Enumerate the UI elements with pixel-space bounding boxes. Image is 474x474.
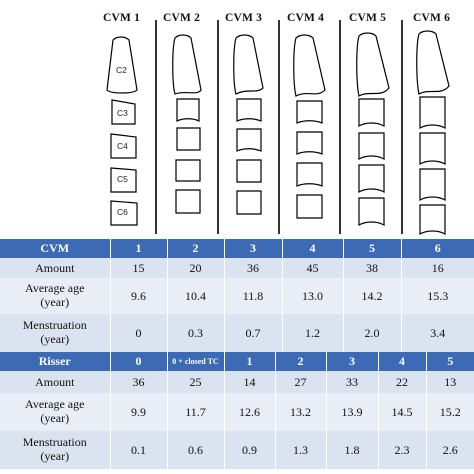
vertebra-label-c3: C3 <box>117 108 128 118</box>
cell-value: 0.1 <box>109 431 167 469</box>
cell-value: 3.4 <box>400 314 474 352</box>
stage-label-cvm6: CVM 6 <box>413 12 451 24</box>
cell-value: 14.5 <box>377 393 426 431</box>
cell-value: 33 <box>325 371 378 393</box>
cell-value: 13.2 <box>274 393 326 431</box>
cvm2-vertebrae <box>172 34 202 214</box>
row-label-line2: (year) <box>40 449 70 463</box>
stage-label-cvm3: CVM 3 <box>225 12 263 24</box>
cell-value: 13 <box>425 371 474 393</box>
risser-header-stage: 0 + closed TC <box>166 352 224 371</box>
table-row: Menstruation (year) 0.1 0.6 0.9 1.3 1.8 2… <box>0 431 474 469</box>
cell-value: 1.2 <box>281 314 343 352</box>
cell-value: 0.6 <box>166 431 224 469</box>
cell-value: 22 <box>377 371 426 393</box>
table-row: Average age (year) 9.9 11.7 12.6 13.2 13.… <box>0 393 474 431</box>
cell-value: 13.9 <box>325 393 378 431</box>
stage-label-cvm2: CVM 2 <box>163 12 201 24</box>
cvm3-vertebrae <box>233 34 264 215</box>
row-label: Menstruation (year) <box>0 431 110 469</box>
cvm-header-stage: 6 <box>400 239 474 258</box>
cell-value: 0.9 <box>223 431 275 469</box>
cvm-table-header: CVM 1 2 3 4 5 6 <box>0 239 474 258</box>
cvm6-vertebrae <box>416 30 450 236</box>
cvm5-vertebrae <box>356 32 390 227</box>
cell-value: 1.8 <box>325 431 378 469</box>
row-label-line1: Menstruation <box>22 318 87 333</box>
row-label: Average age (year) <box>0 393 110 431</box>
cvm-header-stage: 4 <box>281 239 343 258</box>
cvm1-vertebrae <box>106 36 138 226</box>
risser-table-header: Risser 0 0 + closed TC 1 2 3 4 5 <box>0 352 474 371</box>
cell-value: 1.3 <box>274 431 326 469</box>
risser-header-stage: 0 <box>109 352 167 371</box>
row-label: Amount <box>0 258 110 278</box>
vertebra-label-c4: C4 <box>117 141 128 151</box>
cell-value: 0 <box>109 314 167 352</box>
stage-label-cvm5: CVM 5 <box>349 12 387 24</box>
cell-value: 0.7 <box>223 314 282 352</box>
row-label-line2: (year) <box>40 332 70 346</box>
cell-value: 15.3 <box>400 278 474 314</box>
cell-value: 2.3 <box>377 431 426 469</box>
risser-header-stage: 1 <box>223 352 275 371</box>
cvm-stage-diagram: CVM 1 CVM 2 CVM 3 CVM 4 CVM 5 CVM 6 C2 C… <box>97 8 474 236</box>
cell-value: 38 <box>342 258 401 278</box>
cell-value: 14 <box>223 371 275 393</box>
risser-table: Risser 0 0 + closed TC 1 2 3 4 5 Amount … <box>0 352 474 469</box>
cvm-header-stage: 5 <box>342 239 401 258</box>
risser-header-stage: 3 <box>325 352 378 371</box>
stage-label-cvm4: CVM 4 <box>287 12 325 24</box>
risser-header-label: Risser <box>0 352 110 371</box>
cell-value: 11.7 <box>166 393 224 431</box>
cell-value: 15 <box>109 258 167 278</box>
cell-value: 36 <box>109 371 167 393</box>
stage-dividers <box>155 20 403 234</box>
row-label-line2: (year) <box>40 411 70 425</box>
cell-value: 16 <box>400 258 474 278</box>
cell-value: 11.8 <box>223 278 282 314</box>
cvm-table: CVM 1 2 3 4 5 6 Amount 15 20 36 45 38 16… <box>0 239 474 352</box>
row-label-line2: (year) <box>40 295 70 309</box>
cell-value: 27 <box>274 371 326 393</box>
cell-value: 20 <box>166 258 224 278</box>
cell-value: 14.2 <box>342 278 401 314</box>
cell-value: 12.6 <box>223 393 275 431</box>
table-row: Amount 36 25 14 27 33 22 13 <box>0 371 474 393</box>
cell-value: 2.6 <box>425 431 474 469</box>
cvm4-vertebrae <box>293 34 326 219</box>
cell-value: 45 <box>281 258 343 278</box>
vertebra-label-c2: C2 <box>116 65 127 75</box>
cvm-header-stage: 1 <box>109 239 167 258</box>
vertebrae-drawing <box>106 20 450 236</box>
cell-value: 25 <box>166 371 224 393</box>
cell-value: 9.6 <box>109 278 167 314</box>
table-row: Menstruation (year) 0 0.3 0.7 1.2 2.0 3.4 <box>0 314 474 352</box>
cvm-header-stage: 2 <box>166 239 224 258</box>
cell-value: 13.0 <box>281 278 343 314</box>
row-label: Amount <box>0 371 110 393</box>
row-label: Menstruation (year) <box>0 314 110 352</box>
cvm-header-stage: 3 <box>223 239 282 258</box>
table-row: Average age (year) 9.6 10.4 11.8 13.0 14.… <box>0 278 474 314</box>
row-label-line1: Average age <box>25 281 85 296</box>
risser-header-stage: 4 <box>377 352 426 371</box>
risser-header-stage: 2 <box>274 352 326 371</box>
table-row: Amount 15 20 36 45 38 16 <box>0 258 474 278</box>
row-label: Average age (year) <box>0 278 110 314</box>
cell-value: 2.0 <box>342 314 401 352</box>
cell-value: 9.9 <box>109 393 167 431</box>
cell-value: 15.2 <box>425 393 474 431</box>
cell-value: 10.4 <box>166 278 224 314</box>
risser-header-stage: 5 <box>425 352 474 371</box>
stage-label-cvm1: CVM 1 <box>103 12 141 24</box>
cvm-header-label: CVM <box>0 239 110 258</box>
vertebra-label-c6: C6 <box>117 207 128 217</box>
cell-value: 36 <box>223 258 282 278</box>
row-label-line1: Average age <box>25 397 85 412</box>
vertebra-label-c5: C5 <box>117 174 128 184</box>
row-label-line1: Menstruation <box>22 435 87 450</box>
cell-value: 0.3 <box>166 314 224 352</box>
